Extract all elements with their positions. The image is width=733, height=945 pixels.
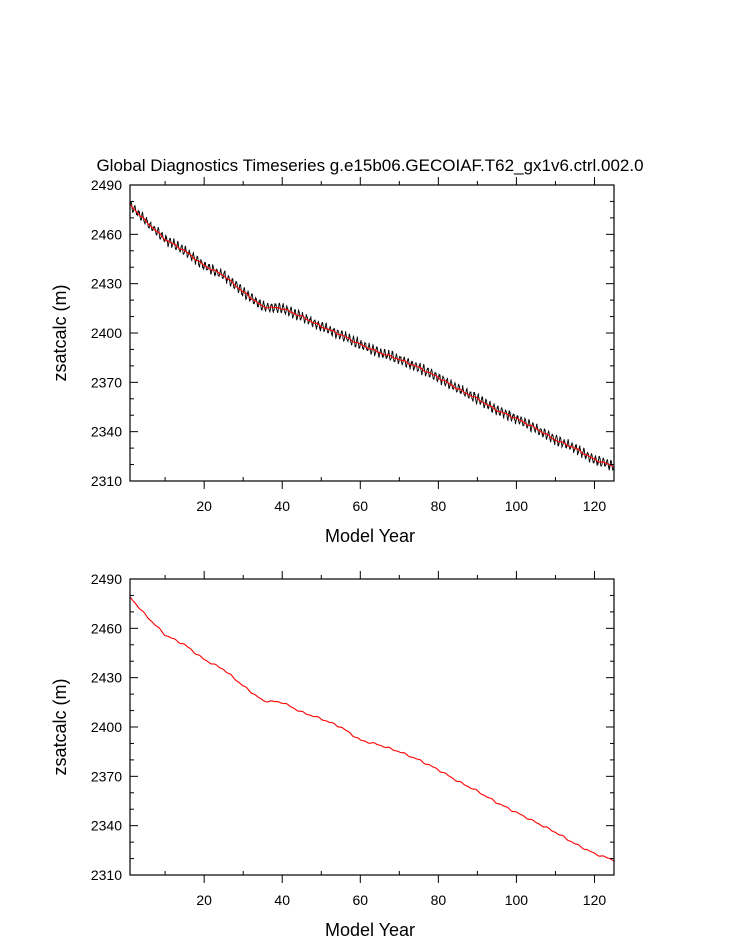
- y-axis-label-bottom: zsatcalc (m): [50, 678, 70, 775]
- x-tick-label: 40: [274, 498, 290, 514]
- y-tick-label: 2340: [91, 424, 122, 440]
- x-tick-label: 60: [353, 498, 369, 514]
- plot-frame-top: [129, 184, 615, 482]
- chart-top: 20 40 60 80 100 120 2310234023702400243024602…: [50, 177, 615, 546]
- x-tick-label: 80: [431, 498, 447, 514]
- figure-title: Global Diagnostics Timeseries g.e15b06.G…: [96, 156, 643, 175]
- plot-frame-bottom: [129, 578, 615, 876]
- y-tick-label: 2400: [91, 719, 122, 735]
- x-tick-label: 80: [431, 892, 447, 908]
- plot-area-top: [129, 201, 615, 472]
- series-line-annual-mean: [129, 596, 615, 862]
- y-axis-label-top: zsatcalc (m): [50, 284, 70, 381]
- x-tick-label: 100: [505, 498, 529, 514]
- x-axis-label-bottom: Model Year: [325, 920, 415, 940]
- y-tick-label: 2370: [91, 374, 122, 390]
- x-axis-top: 20 40 60 80 100 120: [164, 177, 607, 514]
- x-tick-label: 40: [274, 892, 290, 908]
- y-tick-label: 2430: [91, 276, 122, 292]
- y-tick-label: 2460: [91, 620, 122, 636]
- y-tick-label: 2310: [91, 867, 122, 883]
- y-tick-label: 2430: [91, 670, 122, 686]
- x-tick-label: 120: [583, 892, 607, 908]
- y-tick-label: 2400: [91, 325, 122, 341]
- x-tick-label: 20: [196, 892, 212, 908]
- x-tick-label: 100: [505, 892, 529, 908]
- y-tick-label: 2460: [91, 226, 122, 242]
- chart-bottom: 20 40 60 80 100 120 2310234023702400243024602…: [50, 571, 615, 940]
- y-tick-label: 2310: [91, 473, 122, 489]
- x-axis-bottom: 20 40 60 80 100 120: [164, 571, 607, 908]
- x-tick-label: 120: [583, 498, 607, 514]
- y-axis-bottom: 2310 2340 2370 2400 2430 2460 2490: [91, 571, 614, 883]
- series-line-monthly: [129, 201, 615, 472]
- x-tick-label: 60: [353, 892, 369, 908]
- y-axis-top: 2310 2340 2370 2400 2430 2460 2490: [91, 177, 614, 489]
- y-tick-label: 2490: [91, 177, 122, 193]
- y-tick-label: 2340: [91, 818, 122, 834]
- x-tick-label: 20: [196, 498, 212, 514]
- plot-area-bottom: [129, 596, 615, 862]
- y-tick-label: 2490: [91, 571, 122, 587]
- y-tick-label: 2370: [91, 768, 122, 784]
- series-line-annual-mean: [129, 203, 615, 468]
- x-axis-label-top: Model Year: [325, 526, 415, 546]
